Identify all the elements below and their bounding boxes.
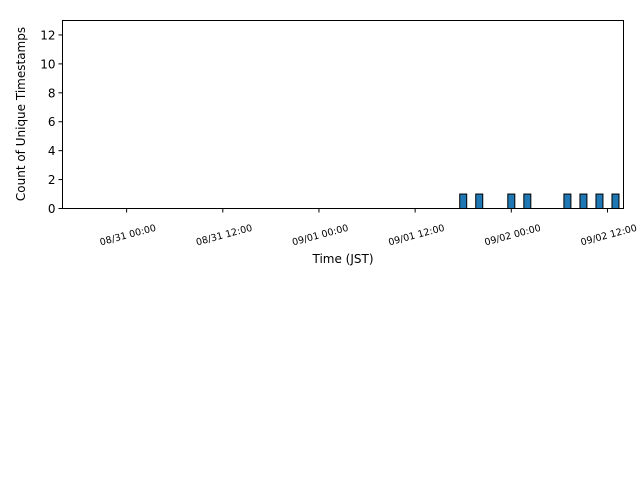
x-tick-label: 08/31 12:00 — [195, 223, 254, 249]
histogram-bar — [595, 193, 604, 209]
y-tick-label: 8 — [48, 86, 56, 100]
histogram-bar — [611, 193, 620, 209]
plot-frame — [62, 20, 624, 209]
y-tick-label: 6 — [48, 115, 56, 129]
x-tick-label: 09/01 12:00 — [387, 223, 446, 249]
histogram-bar — [475, 193, 484, 209]
histogram-bar — [459, 193, 468, 209]
y-tick-label: 10 — [40, 57, 55, 71]
y-tick-label: 0 — [48, 202, 56, 216]
histogram-bar — [523, 193, 532, 209]
y-tick-label: 12 — [40, 28, 55, 42]
y-tick-label: 2 — [48, 173, 56, 187]
x-tick-label: 09/01 00:00 — [291, 223, 350, 249]
x-tick-label: 08/31 00:00 — [99, 223, 158, 249]
y-axis-label: Count of Unique Timestamps — [14, 27, 28, 201]
x-tick-label: 09/02 12:00 — [580, 223, 639, 249]
x-axis: 08/31 00:00 08/31 12:00 09/01 00:00 09/01 1… — [99, 208, 639, 249]
histogram-bar — [507, 193, 516, 209]
histogram-bar — [563, 193, 572, 209]
y-axis: 0 2 4 6 8 10 12 — [40, 28, 63, 216]
y-tick-label: 4 — [48, 144, 56, 158]
x-axis-label: Time (JST) — [311, 252, 373, 266]
bars-layer — [459, 193, 620, 209]
x-tick-label: 09/02 00:00 — [483, 223, 542, 249]
histogram-bar — [579, 193, 588, 209]
